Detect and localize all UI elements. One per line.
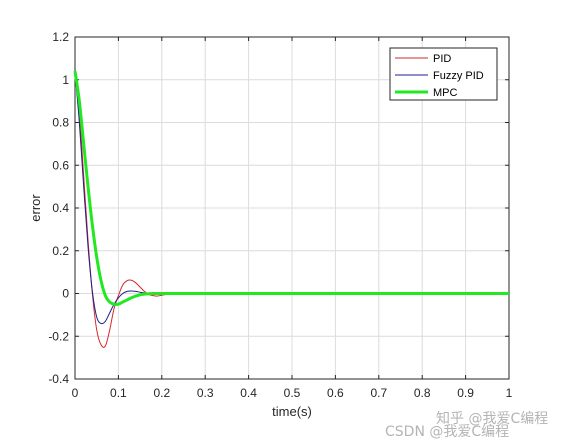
legend-label-pid: PID — [433, 53, 451, 65]
x-tick-label: 0.7 — [370, 386, 387, 400]
x-tick-label: 1 — [506, 386, 513, 400]
y-tick-label: 0.8 — [52, 116, 69, 130]
x-tick-label: 0.3 — [197, 386, 214, 400]
x-tick-label: 0.9 — [457, 386, 474, 400]
x-axis-label: time(s) — [272, 404, 312, 419]
x-tick-label: 0.1 — [110, 386, 127, 400]
x-tick-labels: 0 0.1 0.2 0.3 0.4 0.5 0.6 0.7 0.8 0.9 1 — [72, 386, 513, 400]
x-tick-label: 0 — [72, 386, 79, 400]
legend: PID Fuzzy PID MPC — [389, 47, 498, 101]
watermark-csdn: CSDN @我爱C编程 — [385, 424, 510, 440]
x-tick-label: 0.6 — [327, 386, 344, 400]
x-tick-label: 0.5 — [284, 386, 301, 400]
x-tick-label: 0.2 — [153, 386, 170, 400]
y-tick-label: 1 — [62, 73, 69, 87]
y-tick-label: 0.2 — [52, 244, 69, 258]
axis-ticks — [74, 36, 510, 380]
y-tick-label: 0 — [62, 287, 69, 301]
legend-label-mpc: MPC — [433, 87, 458, 99]
series-line-mpc — [73, 70, 509, 306]
y-tick-label: 1.2 — [52, 30, 69, 44]
series-lines — [73, 70, 509, 348]
y-tick-label: -0.2 — [48, 329, 69, 343]
y-tick-labels: -0.4 -0.2 0 0.2 0.4 0.6 0.8 1 1.2 — [48, 30, 69, 386]
y-tick-label: -0.4 — [48, 372, 69, 386]
legend-label-fuzzy-pid: Fuzzy PID — [433, 70, 484, 82]
y-tick-label: 0.4 — [52, 201, 69, 215]
x-tick-label: 0.4 — [240, 386, 257, 400]
y-tick-label: 0.6 — [52, 158, 69, 172]
x-tick-label: 0.8 — [414, 386, 431, 400]
y-axis-label: error — [28, 194, 43, 222]
watermark-zhihu: 知乎 @我爱C编程 — [436, 411, 549, 427]
